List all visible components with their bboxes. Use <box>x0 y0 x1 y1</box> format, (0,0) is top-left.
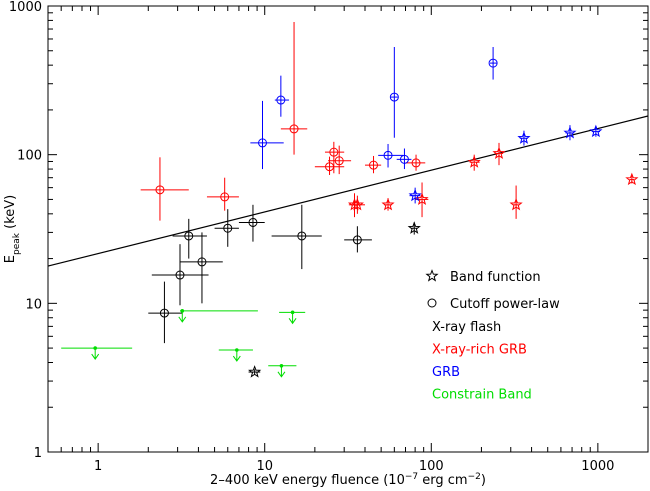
dot-marker <box>290 310 295 315</box>
circle-marker <box>159 308 169 318</box>
legend-symbol <box>427 298 437 308</box>
circle-marker <box>220 192 230 202</box>
star-marker <box>625 172 639 186</box>
star-marker <box>517 131 531 144</box>
y-tick-label: 100 <box>17 149 42 164</box>
circle-marker <box>155 185 165 195</box>
y-tick-label: 1000 <box>9 0 42 15</box>
legend-label: X-ray-rich GRB <box>432 343 527 358</box>
circle-marker <box>297 231 307 241</box>
upper-limit-arrow <box>288 312 297 325</box>
star-marker <box>467 155 481 168</box>
circle-marker <box>258 138 268 148</box>
legend-label: Cutoff power-law <box>450 297 560 312</box>
dot-marker <box>279 364 284 368</box>
upper-limit-arrow <box>91 348 100 360</box>
upper-limit-arrow <box>178 310 187 323</box>
x-axis-label: 2–400 keV energy fluence (10−7 erg cm−2) <box>210 472 486 488</box>
y-tick-label: 1 <box>34 446 42 461</box>
circle-marker <box>248 217 258 227</box>
x-tick-label: 1000 <box>581 459 614 474</box>
legend-label: Constrain Band <box>432 388 532 403</box>
star-marker <box>407 221 421 234</box>
upper-limit-arrow <box>277 365 286 378</box>
circle-marker <box>352 235 362 245</box>
x-tick-label: 10 <box>256 459 273 474</box>
circle-marker <box>175 270 185 280</box>
circle-marker <box>369 160 379 170</box>
circle-marker <box>411 158 421 168</box>
circle-marker <box>197 257 207 267</box>
x-tick-label: 1 <box>94 459 102 474</box>
star-marker <box>563 126 577 139</box>
legend-symbol <box>425 269 439 282</box>
circle-marker <box>399 154 409 164</box>
circle-marker <box>289 124 299 134</box>
star-marker <box>589 124 603 138</box>
circle-marker <box>329 147 339 157</box>
upper-limit-arrow <box>232 350 241 362</box>
dot-marker <box>93 346 97 350</box>
circle-marker <box>389 92 399 102</box>
circle-marker <box>276 95 286 105</box>
star-marker <box>408 188 422 202</box>
star-marker <box>381 197 395 211</box>
x-label-part: 2–400 keV energy fluence (10 <box>210 473 405 488</box>
x-label-part: ) <box>481 473 486 488</box>
fit-line <box>47 115 649 267</box>
legend-label: X-ray flash <box>432 320 501 335</box>
dot-marker <box>180 309 185 313</box>
y-label-part: peak <box>12 232 22 255</box>
plot-frame <box>47 5 649 453</box>
x-label-part: erg cm <box>418 473 467 488</box>
legend-label: GRB <box>432 365 460 380</box>
circle-marker <box>223 223 233 233</box>
y-tick-label: 10 <box>25 297 42 312</box>
y-axis-label: Epeak (keV) <box>3 195 22 263</box>
x-tick-label: 100 <box>419 459 444 474</box>
x-label-part: −7 <box>405 472 418 482</box>
circle-marker <box>383 150 393 160</box>
circle-marker <box>334 156 344 166</box>
circle-marker <box>184 231 194 241</box>
star-marker <box>509 197 523 211</box>
legend-label: Band function <box>450 270 541 285</box>
star-marker <box>248 365 262 378</box>
star-marker <box>350 197 364 211</box>
dot-marker <box>235 348 239 352</box>
star-marker <box>492 146 506 159</box>
y-label-part: (keV) <box>3 195 18 233</box>
circle-marker <box>488 58 498 68</box>
y-label-part: E <box>3 255 18 263</box>
x-label-part: −2 <box>468 472 481 482</box>
